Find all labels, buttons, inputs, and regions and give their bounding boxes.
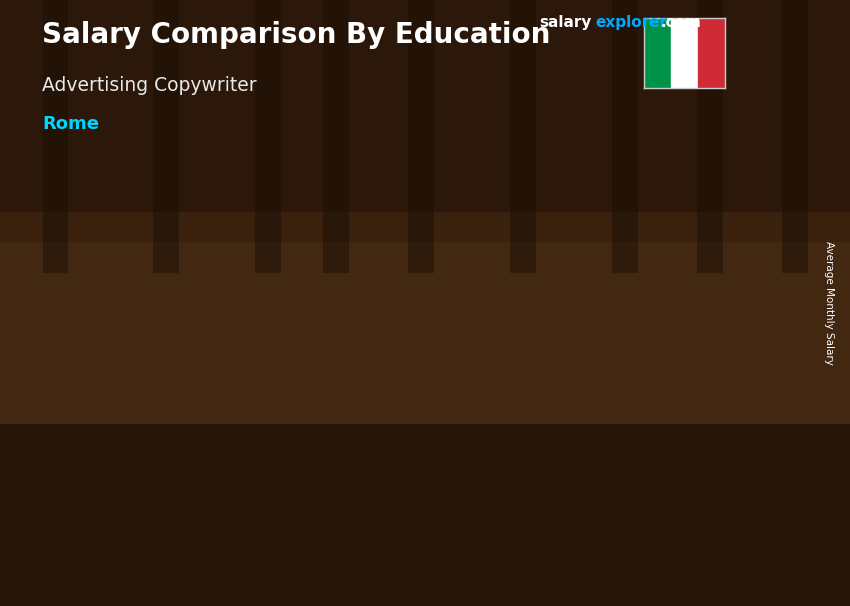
Bar bbox=[0, 424, 850, 606]
Text: salary: salary bbox=[540, 15, 592, 30]
Polygon shape bbox=[671, 189, 686, 503]
Text: Advertising Copywriter: Advertising Copywriter bbox=[42, 76, 257, 95]
Polygon shape bbox=[426, 253, 526, 255]
Text: Salary Comparison By Education: Salary Comparison By Education bbox=[42, 21, 551, 49]
Bar bbox=[153, 0, 178, 273]
Text: .com: .com bbox=[660, 15, 701, 30]
Text: Average Monthly Salary: Average Monthly Salary bbox=[824, 241, 834, 365]
Text: +35%: +35% bbox=[324, 239, 391, 259]
Text: +26%: +26% bbox=[484, 187, 552, 207]
Polygon shape bbox=[586, 189, 686, 191]
Bar bbox=[323, 0, 348, 273]
Polygon shape bbox=[586, 191, 671, 503]
Bar bbox=[408, 0, 434, 273]
Polygon shape bbox=[266, 319, 349, 503]
Bar bbox=[698, 18, 725, 88]
Text: 4,150 EUR: 4,150 EUR bbox=[422, 233, 498, 246]
Bar bbox=[697, 0, 722, 273]
Polygon shape bbox=[105, 341, 205, 342]
Bar bbox=[42, 0, 68, 273]
Polygon shape bbox=[266, 318, 366, 319]
Bar bbox=[612, 0, 638, 273]
Text: 2,690 EUR: 2,690 EUR bbox=[100, 321, 177, 333]
Bar bbox=[255, 0, 280, 273]
Bar bbox=[0, 0, 850, 242]
Bar bbox=[510, 0, 536, 273]
Text: +15%: +15% bbox=[163, 286, 230, 306]
Polygon shape bbox=[426, 255, 510, 503]
Polygon shape bbox=[349, 318, 366, 503]
Text: explorer: explorer bbox=[596, 15, 668, 30]
Polygon shape bbox=[105, 342, 189, 503]
Polygon shape bbox=[510, 253, 526, 503]
Bar bbox=[672, 18, 698, 88]
Text: 5,220 EUR: 5,220 EUR bbox=[582, 169, 659, 182]
Polygon shape bbox=[189, 341, 205, 503]
Bar bbox=[644, 18, 672, 88]
Text: Rome: Rome bbox=[42, 115, 99, 133]
Bar bbox=[0, 212, 850, 424]
Bar bbox=[782, 0, 807, 273]
Text: 3,080 EUR: 3,080 EUR bbox=[261, 297, 337, 310]
